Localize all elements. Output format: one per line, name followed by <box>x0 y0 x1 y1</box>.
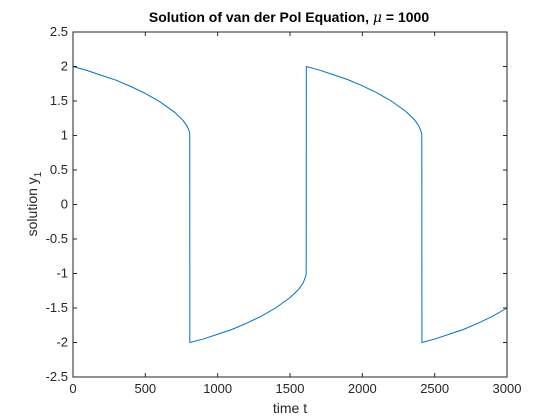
ticks-layer: 0 500 1000 1500 2000 2500 3000 2.5 2 1.5 1 0.5 0 -0.5… <box>46 24 522 396</box>
series-line-1 <box>72 65 508 344</box>
y-tick-label: -0.5 <box>46 231 68 246</box>
y-tick-label: -2.5 <box>46 369 68 384</box>
chart-title: Solution of van der Pol Equation, μ = 10… <box>149 9 429 26</box>
y-tick-label: -1.5 <box>46 300 68 315</box>
y-axis-label-subscript: 1 <box>33 171 44 177</box>
x-axis-label: time t <box>273 400 307 416</box>
x-tick-label: 2000 <box>348 381 377 396</box>
y-tick-label: 1.5 <box>50 93 68 108</box>
y-tick-label: 0 <box>61 197 68 212</box>
series-layer <box>72 65 508 344</box>
plot-area <box>73 32 507 377</box>
x-tick-label: 1500 <box>276 381 305 396</box>
y-tick-label: 0.5 <box>50 162 68 177</box>
y-axis-label: solution y1 <box>24 171 44 236</box>
y-tick-label: 2.5 <box>50 24 68 39</box>
x-tick-label: 500 <box>134 381 156 396</box>
x-tick-label: 1000 <box>203 381 232 396</box>
x-tick-label: 3000 <box>493 381 522 396</box>
x-tick-label: 2500 <box>420 381 449 396</box>
y-tick-label: 2 <box>61 59 68 74</box>
y-tick-label: 1 <box>61 128 68 143</box>
mu-symbol: μ <box>373 10 382 26</box>
y-tick-label: -1 <box>56 266 68 281</box>
y-tick-label: -2 <box>56 335 68 350</box>
x-tick-label: 0 <box>69 381 76 396</box>
